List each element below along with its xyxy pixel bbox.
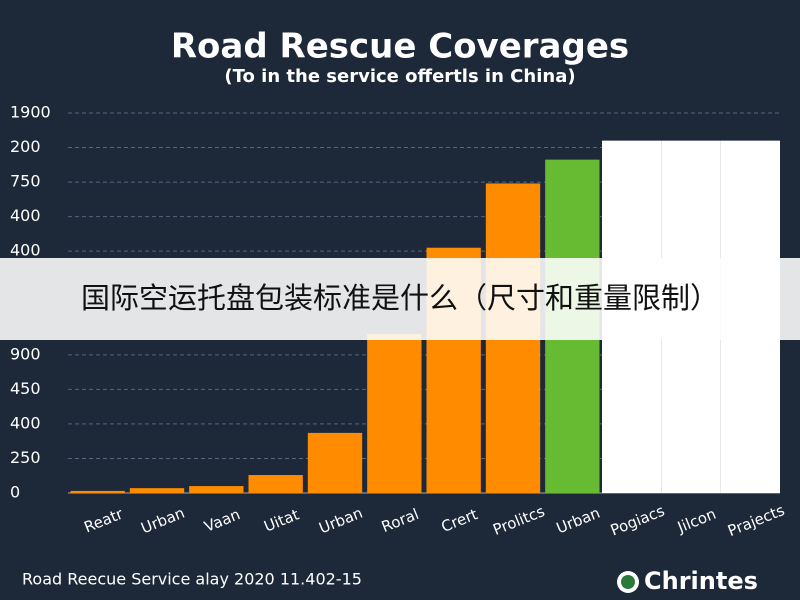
- bar: [70, 490, 125, 493]
- y-tick-label: 200: [10, 137, 41, 156]
- y-tick-label: 400: [10, 413, 41, 432]
- banner-text: 国际空运托盘包装标准是什么（尺寸和重量限制）: [81, 281, 719, 315]
- y-tick-label: 0: [10, 483, 20, 502]
- chart-subtitle: (To in the service offertls in China): [224, 66, 575, 87]
- banner-background: [0, 258, 800, 340]
- bar: [307, 432, 363, 493]
- footer: Road Reecue Service alay 2020 11.402-15: [22, 570, 362, 589]
- logo: Chrintes: [644, 567, 758, 595]
- bar: [248, 475, 303, 493]
- y-tick-label: 250: [10, 448, 41, 467]
- y-tick-label: 400: [10, 206, 41, 225]
- bar: [367, 334, 422, 493]
- y-tick-label: 900: [10, 344, 41, 363]
- y-tick-label: 750: [10, 172, 41, 191]
- logo-icon-inner: [621, 575, 635, 589]
- bar: [129, 488, 185, 493]
- y-tick-label: 1900: [10, 103, 51, 122]
- y-tick-label: 400: [10, 241, 41, 260]
- y-tick-label: 450: [10, 379, 41, 398]
- bar: [189, 486, 244, 493]
- chart-title: Road Rescue Coverages: [171, 27, 629, 67]
